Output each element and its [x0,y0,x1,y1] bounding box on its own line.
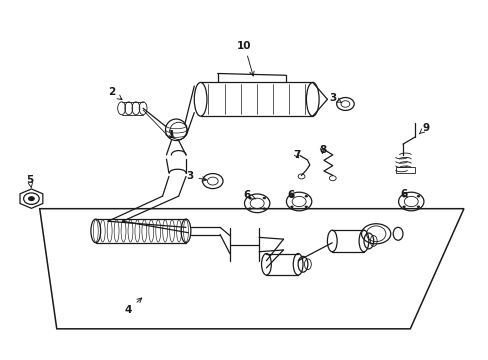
Text: 1: 1 [167,130,175,140]
Text: 2: 2 [108,87,122,100]
Text: 4: 4 [124,298,142,315]
Circle shape [262,197,265,199]
Text: 5: 5 [26,175,34,188]
Circle shape [304,206,307,208]
Text: 8: 8 [318,145,325,155]
Text: 6: 6 [243,190,255,201]
Circle shape [248,207,251,210]
Text: 9: 9 [419,123,428,134]
Circle shape [28,196,35,201]
Circle shape [304,195,307,197]
Circle shape [248,197,251,199]
Text: 6: 6 [286,190,294,200]
Circle shape [262,207,265,210]
Text: 3: 3 [186,171,206,181]
Text: 6: 6 [400,189,407,199]
Text: 7: 7 [292,150,300,160]
Circle shape [402,195,405,197]
Circle shape [416,206,419,208]
Text: 3: 3 [329,93,341,103]
Circle shape [290,206,293,208]
Circle shape [416,195,419,197]
Circle shape [402,206,405,208]
Circle shape [290,195,293,197]
Text: 10: 10 [237,41,254,76]
